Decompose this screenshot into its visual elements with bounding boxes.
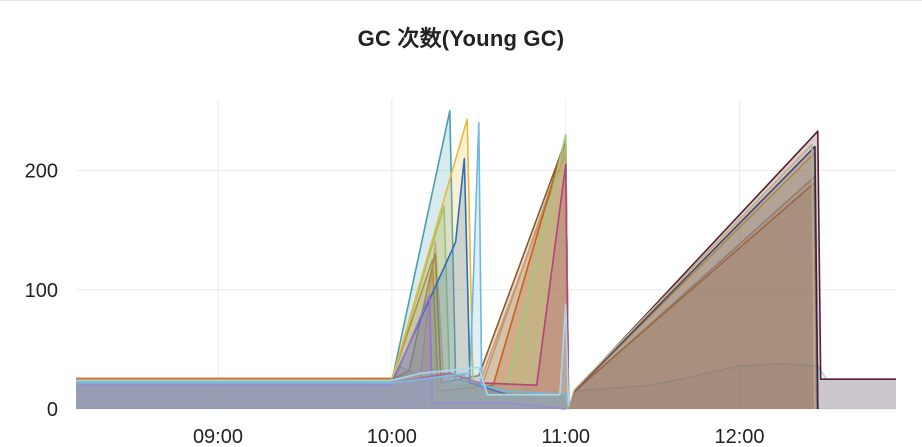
series-area bbox=[76, 158, 569, 409]
series-line bbox=[76, 294, 566, 410]
x-tick-label: 10:00 bbox=[367, 426, 417, 447]
series-area bbox=[76, 134, 569, 410]
x-tick-label: 12:00 bbox=[715, 426, 765, 447]
y-tick-label: 0 bbox=[47, 399, 58, 421]
series-area bbox=[568, 152, 818, 409]
series-layer bbox=[75, 110, 896, 410]
axes: 09:00 10:00 11:00 12:00 0 100 200 bbox=[25, 161, 765, 447]
series-area bbox=[76, 140, 569, 409]
series-area bbox=[568, 146, 818, 409]
chart-title: GC 次数(Young GC) bbox=[357, 26, 565, 51]
x-tick-label: 11:00 bbox=[541, 426, 590, 447]
y-tick-label: 100 bbox=[25, 280, 58, 302]
series-area bbox=[568, 144, 815, 410]
series-area bbox=[568, 182, 818, 409]
y-tick-label: 200 bbox=[25, 161, 58, 183]
series-line bbox=[567, 143, 816, 410]
x-tick-label: 09:00 bbox=[193, 426, 243, 447]
series-area bbox=[76, 119, 569, 410]
series-area bbox=[76, 295, 566, 409]
series-area bbox=[76, 304, 896, 409]
series-area bbox=[76, 110, 569, 410]
